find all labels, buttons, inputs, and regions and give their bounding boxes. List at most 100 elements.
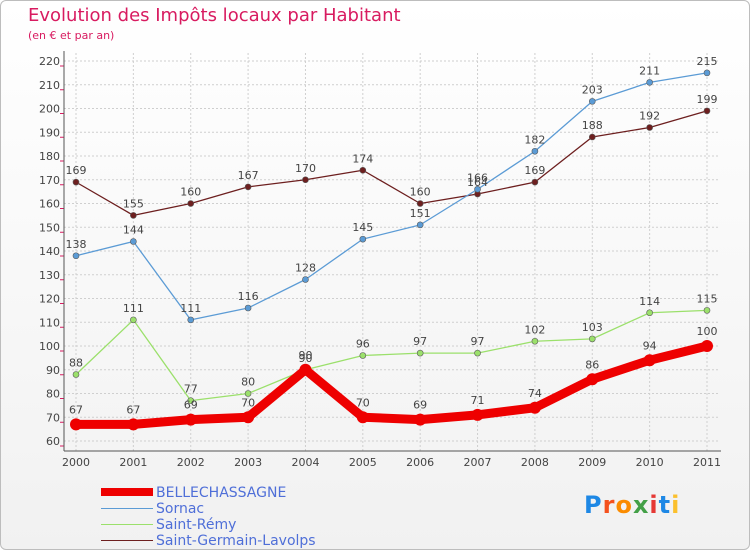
data-label: 211 (639, 64, 660, 77)
data-point (703, 107, 711, 115)
data-label: 160 (410, 186, 431, 199)
y-tick-label: 200 (39, 103, 60, 116)
data-point (187, 200, 195, 207)
data-label: 103 (582, 321, 603, 334)
data-point (359, 166, 367, 174)
x-tick-label: 2004 (291, 456, 319, 469)
data-label: 215 (697, 55, 718, 68)
data-point (127, 418, 140, 431)
data-label: 116 (238, 290, 259, 303)
y-tick-label: 150 (39, 221, 60, 234)
data-point (701, 340, 713, 352)
data-label: 169 (524, 164, 545, 177)
data-label: 167 (238, 169, 259, 182)
data-point (356, 411, 369, 424)
series-line (75, 309, 708, 402)
y-tick-label: 120 (39, 293, 60, 306)
data-point (72, 371, 80, 378)
series-line (71, 341, 712, 429)
data-label: 111 (123, 302, 144, 315)
data-point (302, 176, 309, 184)
data-point (588, 335, 596, 343)
data-label: 70 (356, 396, 370, 409)
data-label: 145 (352, 221, 373, 234)
legend-item-bellechassagne: BELLECHASSAGNE (101, 485, 361, 501)
chart-subtitle: (en € et par an) (28, 29, 115, 42)
logo-letter: o (615, 491, 633, 519)
data-label: 155 (123, 197, 144, 210)
logo-letter: r (602, 491, 616, 519)
data-point (416, 221, 424, 229)
data-point (474, 349, 481, 357)
data-point (531, 337, 539, 345)
logo-letter: i (671, 491, 681, 519)
data-label: 115 (697, 292, 718, 305)
data-point (70, 418, 82, 431)
data-point (586, 373, 599, 386)
series-group (70, 69, 713, 431)
y-tick-label: 190 (39, 126, 60, 139)
x-tick-label: 2011 (693, 456, 721, 469)
legend-label: Saint-Rémy (156, 517, 237, 533)
y-tick-label: 90 (46, 364, 60, 377)
proxiti-logo: Proxiti (584, 491, 680, 519)
data-label: 74 (528, 387, 542, 400)
data-point (646, 124, 653, 131)
x-tick-label: 2005 (349, 456, 377, 469)
data-point (703, 307, 711, 314)
data-point (416, 349, 424, 357)
logo-letter: x (632, 491, 650, 519)
y-tick-label: 180 (39, 150, 60, 163)
data-label: 70 (241, 396, 255, 409)
grid (64, 53, 719, 451)
data-label: 77 (184, 383, 198, 396)
legend-swatch (101, 540, 153, 541)
data-label: 80 (241, 376, 255, 389)
legend-swatch (101, 524, 153, 525)
legend-swatch (101, 488, 153, 496)
data-label: 100 (697, 325, 718, 338)
data-point (244, 183, 252, 191)
data-point (72, 178, 80, 186)
y-tick-label: 210 (39, 79, 60, 92)
data-point (187, 316, 195, 324)
x-tick-label: 2002 (177, 456, 205, 469)
data-point (244, 304, 252, 312)
y-tick-label: 80 (46, 388, 60, 401)
data-label: 86 (585, 358, 599, 371)
data-label: 128 (295, 262, 316, 275)
data-label: 111 (180, 302, 201, 315)
line-chart: 60 70 80 90 100 110 120 130 140 150 160 170 180 190 20… (39, 51, 721, 469)
data-point (414, 413, 427, 426)
data-point (242, 411, 255, 424)
data-label: 170 (295, 162, 316, 175)
data-point (646, 309, 653, 317)
logo-letter: P (584, 491, 603, 519)
data-label: 151 (410, 207, 431, 220)
data-point (646, 79, 653, 86)
data-point (528, 401, 541, 414)
x-tick-label: 2009 (578, 456, 606, 469)
data-label: 199 (697, 93, 718, 106)
logo-letter: i (649, 491, 659, 519)
data-label: 188 (582, 119, 603, 132)
data-label: 69 (413, 399, 427, 412)
x-tick-label: 2006 (406, 456, 434, 469)
data-label: 169 (66, 164, 87, 177)
x-tick-label: 2000 (62, 456, 90, 469)
data-label: 114 (639, 295, 660, 308)
series-line (75, 110, 708, 217)
x-tick-label: 2007 (464, 456, 492, 469)
axes: 60 70 80 90 100 110 120 130 140 150 160 170 180 190 20… (39, 51, 721, 469)
data-point (130, 316, 137, 324)
data-point (471, 408, 484, 421)
data-point (531, 147, 539, 155)
data-label: 138 (66, 238, 87, 251)
y-tick-label: 220 (39, 55, 60, 68)
y-tick-label: 110 (39, 316, 60, 329)
series-line (75, 72, 708, 321)
data-label: 90 (298, 352, 312, 365)
data-point (588, 133, 596, 141)
legend-swatch (101, 508, 153, 509)
legend-label: Sornac (156, 501, 205, 517)
